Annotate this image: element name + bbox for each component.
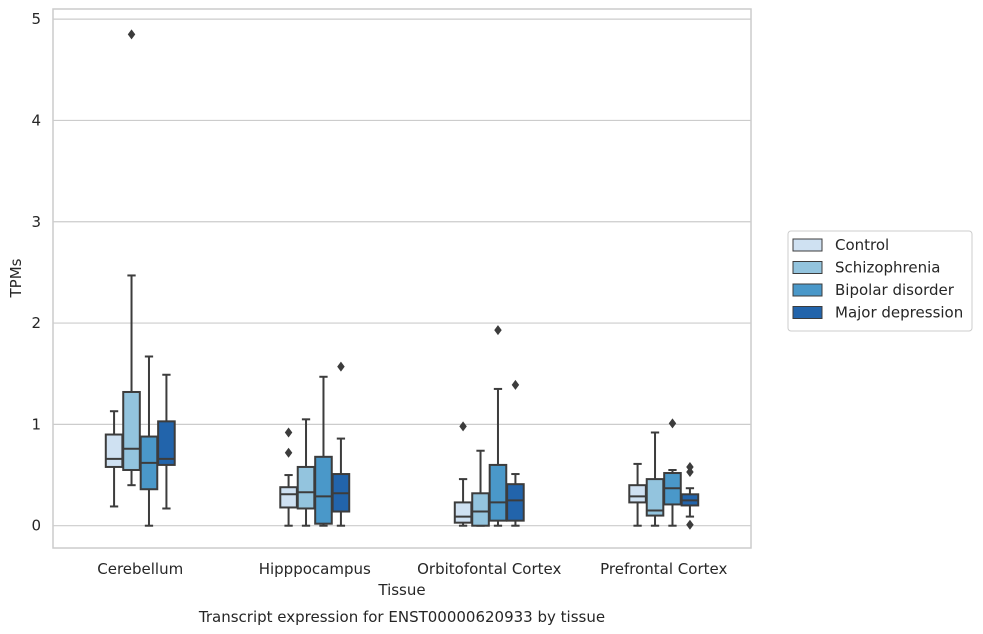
- box-1-3: [331, 361, 351, 527]
- y-tick-label: 1: [31, 415, 41, 433]
- box-2-3: [506, 379, 525, 527]
- x-tick-label: Cerebellum: [97, 560, 183, 578]
- box-1-1: [296, 418, 316, 527]
- box-2-2: [488, 325, 508, 527]
- box-3-1: [645, 431, 665, 527]
- x-tick-labels: Cerebellum Hipppocampus Orbitofontal Corte…: [97, 560, 727, 578]
- chart-caption: Transcript expression for ENST0000062093…: [198, 608, 605, 626]
- box-body: [314, 455, 333, 525]
- x-tick-label: Prefrontal Cortex: [600, 560, 727, 578]
- outlier-point: [686, 467, 694, 478]
- box-3-3: [680, 461, 700, 530]
- y-axis-label: TPMs: [7, 258, 25, 298]
- legend-swatch: [792, 306, 823, 319]
- box-body: [104, 433, 124, 468]
- outlier-point: [284, 447, 293, 458]
- box-2-0: [453, 421, 473, 527]
- y-tick-label: 0: [31, 517, 41, 535]
- legend-label: Schizophrenia: [835, 259, 940, 277]
- outlier-point: [459, 421, 467, 432]
- outlier-point: [284, 427, 293, 438]
- legend-label: Bipolar disorder: [835, 281, 955, 299]
- y-tick-label: 2: [31, 314, 41, 332]
- legend-swatch: [792, 261, 823, 274]
- legend-frame: [787, 230, 973, 332]
- box-1-0: [279, 427, 298, 527]
- plot-area: [104, 29, 700, 530]
- box-3-2: [663, 418, 682, 527]
- box-0-1: [122, 29, 141, 487]
- box-body: [471, 492, 490, 527]
- outlier-point: [686, 519, 694, 530]
- outlier-point: [494, 325, 502, 336]
- outlier-point: [337, 361, 345, 372]
- box-body: [628, 484, 647, 504]
- y-tick-label: 4: [31, 111, 41, 129]
- box-body: [506, 483, 525, 522]
- x-axis-label: Tissue: [377, 581, 425, 599]
- outlier-point: [668, 418, 677, 429]
- box-0-0: [104, 410, 124, 508]
- box-0-3: [157, 373, 176, 510]
- legend-swatch: [792, 238, 823, 252]
- box-1-2: [314, 375, 333, 527]
- box-2-1: [471, 449, 490, 527]
- box-body: [296, 465, 316, 510]
- outlier-point: [127, 29, 136, 40]
- outlier-point: [511, 379, 520, 390]
- outlier-point: [686, 461, 694, 472]
- box-3-0: [628, 462, 647, 527]
- box-body: [488, 463, 508, 522]
- box-body: [122, 390, 141, 471]
- x-tick-label: Hipppocampus: [259, 560, 371, 578]
- legend: Control Schizophrenia Bipolar disorder Majo…: [787, 230, 973, 332]
- box-body: [157, 420, 176, 466]
- y-tick-label: 5: [31, 10, 41, 28]
- box-body: [279, 486, 298, 509]
- plot-frame: [52, 8, 752, 549]
- legend-label: Major depression: [835, 304, 963, 322]
- x-tick-label: Orbitofontal Cortex: [417, 560, 561, 578]
- y-tick-labels: 0 1 2 3 4 5: [31, 10, 41, 535]
- box-0-2: [139, 355, 159, 527]
- legend-swatch: [792, 283, 823, 297]
- y-tick-label: 3: [31, 213, 41, 231]
- legend-label: Control: [835, 236, 889, 254]
- box-body: [453, 501, 473, 524]
